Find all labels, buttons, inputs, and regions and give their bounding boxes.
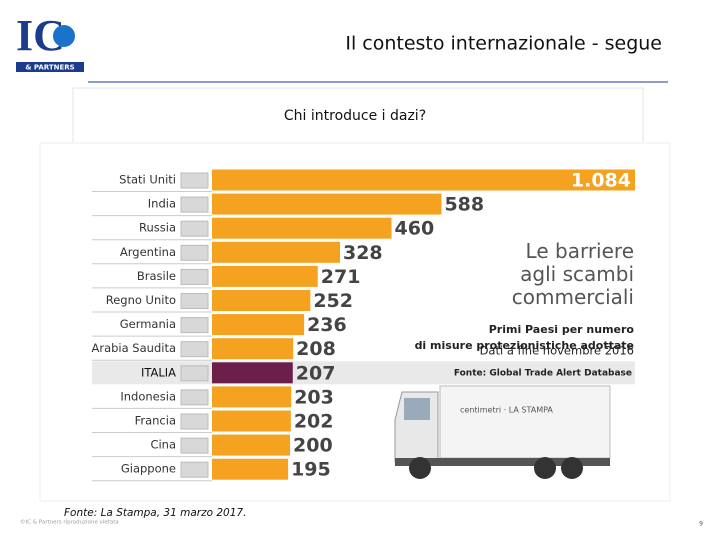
flag xyxy=(180,244,209,261)
flag xyxy=(180,196,209,213)
copyright: ©IC & Partners riproduzione vietata xyxy=(20,519,119,526)
category-label: Francia xyxy=(135,414,176,428)
value-label: 200 xyxy=(293,435,333,457)
value-label: 328 xyxy=(343,242,383,264)
logo-band xyxy=(16,62,84,72)
bar xyxy=(212,314,305,336)
question-box xyxy=(72,87,644,145)
chart-title: Le barriere agli scambi commerciali xyxy=(512,239,634,309)
value-label: 460 xyxy=(395,218,435,240)
category-label: Indonesia xyxy=(120,389,176,403)
bar xyxy=(212,241,340,263)
flag xyxy=(180,220,209,237)
logo-dot xyxy=(53,25,75,47)
bar xyxy=(212,338,294,360)
flag xyxy=(180,437,209,454)
slide-title: Il contesto internazionale - segue xyxy=(345,33,662,55)
category-label: Germania xyxy=(120,317,176,331)
bar xyxy=(212,217,392,239)
category-label: Stati Uniti xyxy=(119,173,176,187)
flag xyxy=(180,341,209,358)
category-label: Arabia Saudita xyxy=(91,341,176,355)
flag xyxy=(180,268,209,285)
bar xyxy=(212,193,442,215)
category-label: Russia xyxy=(139,221,176,235)
category-label: Argentina xyxy=(120,245,176,259)
flag xyxy=(180,389,209,406)
category-label: India xyxy=(148,197,176,211)
value-label: 207 xyxy=(296,362,336,384)
truck: centimetri · LA STAMPA xyxy=(394,385,611,479)
flag xyxy=(180,293,209,309)
category-label: Giappone xyxy=(121,462,176,476)
category-label: Regno Unito xyxy=(106,293,176,307)
flag xyxy=(180,365,209,382)
value-label: 202 xyxy=(294,411,334,433)
truck-box xyxy=(439,385,611,459)
value-label: 1.084 xyxy=(571,170,631,192)
value-label: 236 xyxy=(307,314,347,336)
footer-source: Fonte: La Stampa, 31 marzo 2017. xyxy=(64,507,246,519)
truck-wheel xyxy=(534,457,556,479)
chart-subtitle: Primi Paesi per numero di misure protezio… xyxy=(415,323,635,352)
category-label: Cina xyxy=(150,438,176,452)
flag xyxy=(180,172,209,189)
logo-sub: & PARTNERS xyxy=(25,64,74,72)
value-label: 195 xyxy=(291,459,331,481)
page-number: 9 xyxy=(699,521,703,528)
question: Chi introduce i dazi? xyxy=(284,108,426,124)
value-label: 203 xyxy=(294,386,334,408)
bar xyxy=(212,386,292,408)
bar xyxy=(212,434,291,456)
truck-wheel xyxy=(561,457,583,479)
value-label: 208 xyxy=(296,338,336,360)
category-label: ITALIA xyxy=(141,365,176,379)
bar xyxy=(212,169,635,191)
value-label: 252 xyxy=(313,290,353,312)
truck-wheel xyxy=(409,457,431,479)
flag xyxy=(180,413,209,430)
value-label: 588 xyxy=(444,194,484,216)
truck-chassis xyxy=(395,458,610,466)
bar xyxy=(212,362,293,384)
truck-text: centimetri · LA STAMPA xyxy=(460,406,553,415)
chart-source: Fonte: Global Trade Alert Database xyxy=(454,368,632,378)
bar xyxy=(212,290,311,311)
flag xyxy=(180,317,209,334)
chart-note: Dati a fine novembre 2016 xyxy=(480,344,634,358)
truck-window xyxy=(404,398,430,420)
bar xyxy=(212,458,289,480)
bar xyxy=(212,265,318,287)
flag xyxy=(180,461,209,478)
bar xyxy=(212,410,291,432)
value-label: 271 xyxy=(321,266,361,288)
category-label: Brasile xyxy=(137,269,176,283)
